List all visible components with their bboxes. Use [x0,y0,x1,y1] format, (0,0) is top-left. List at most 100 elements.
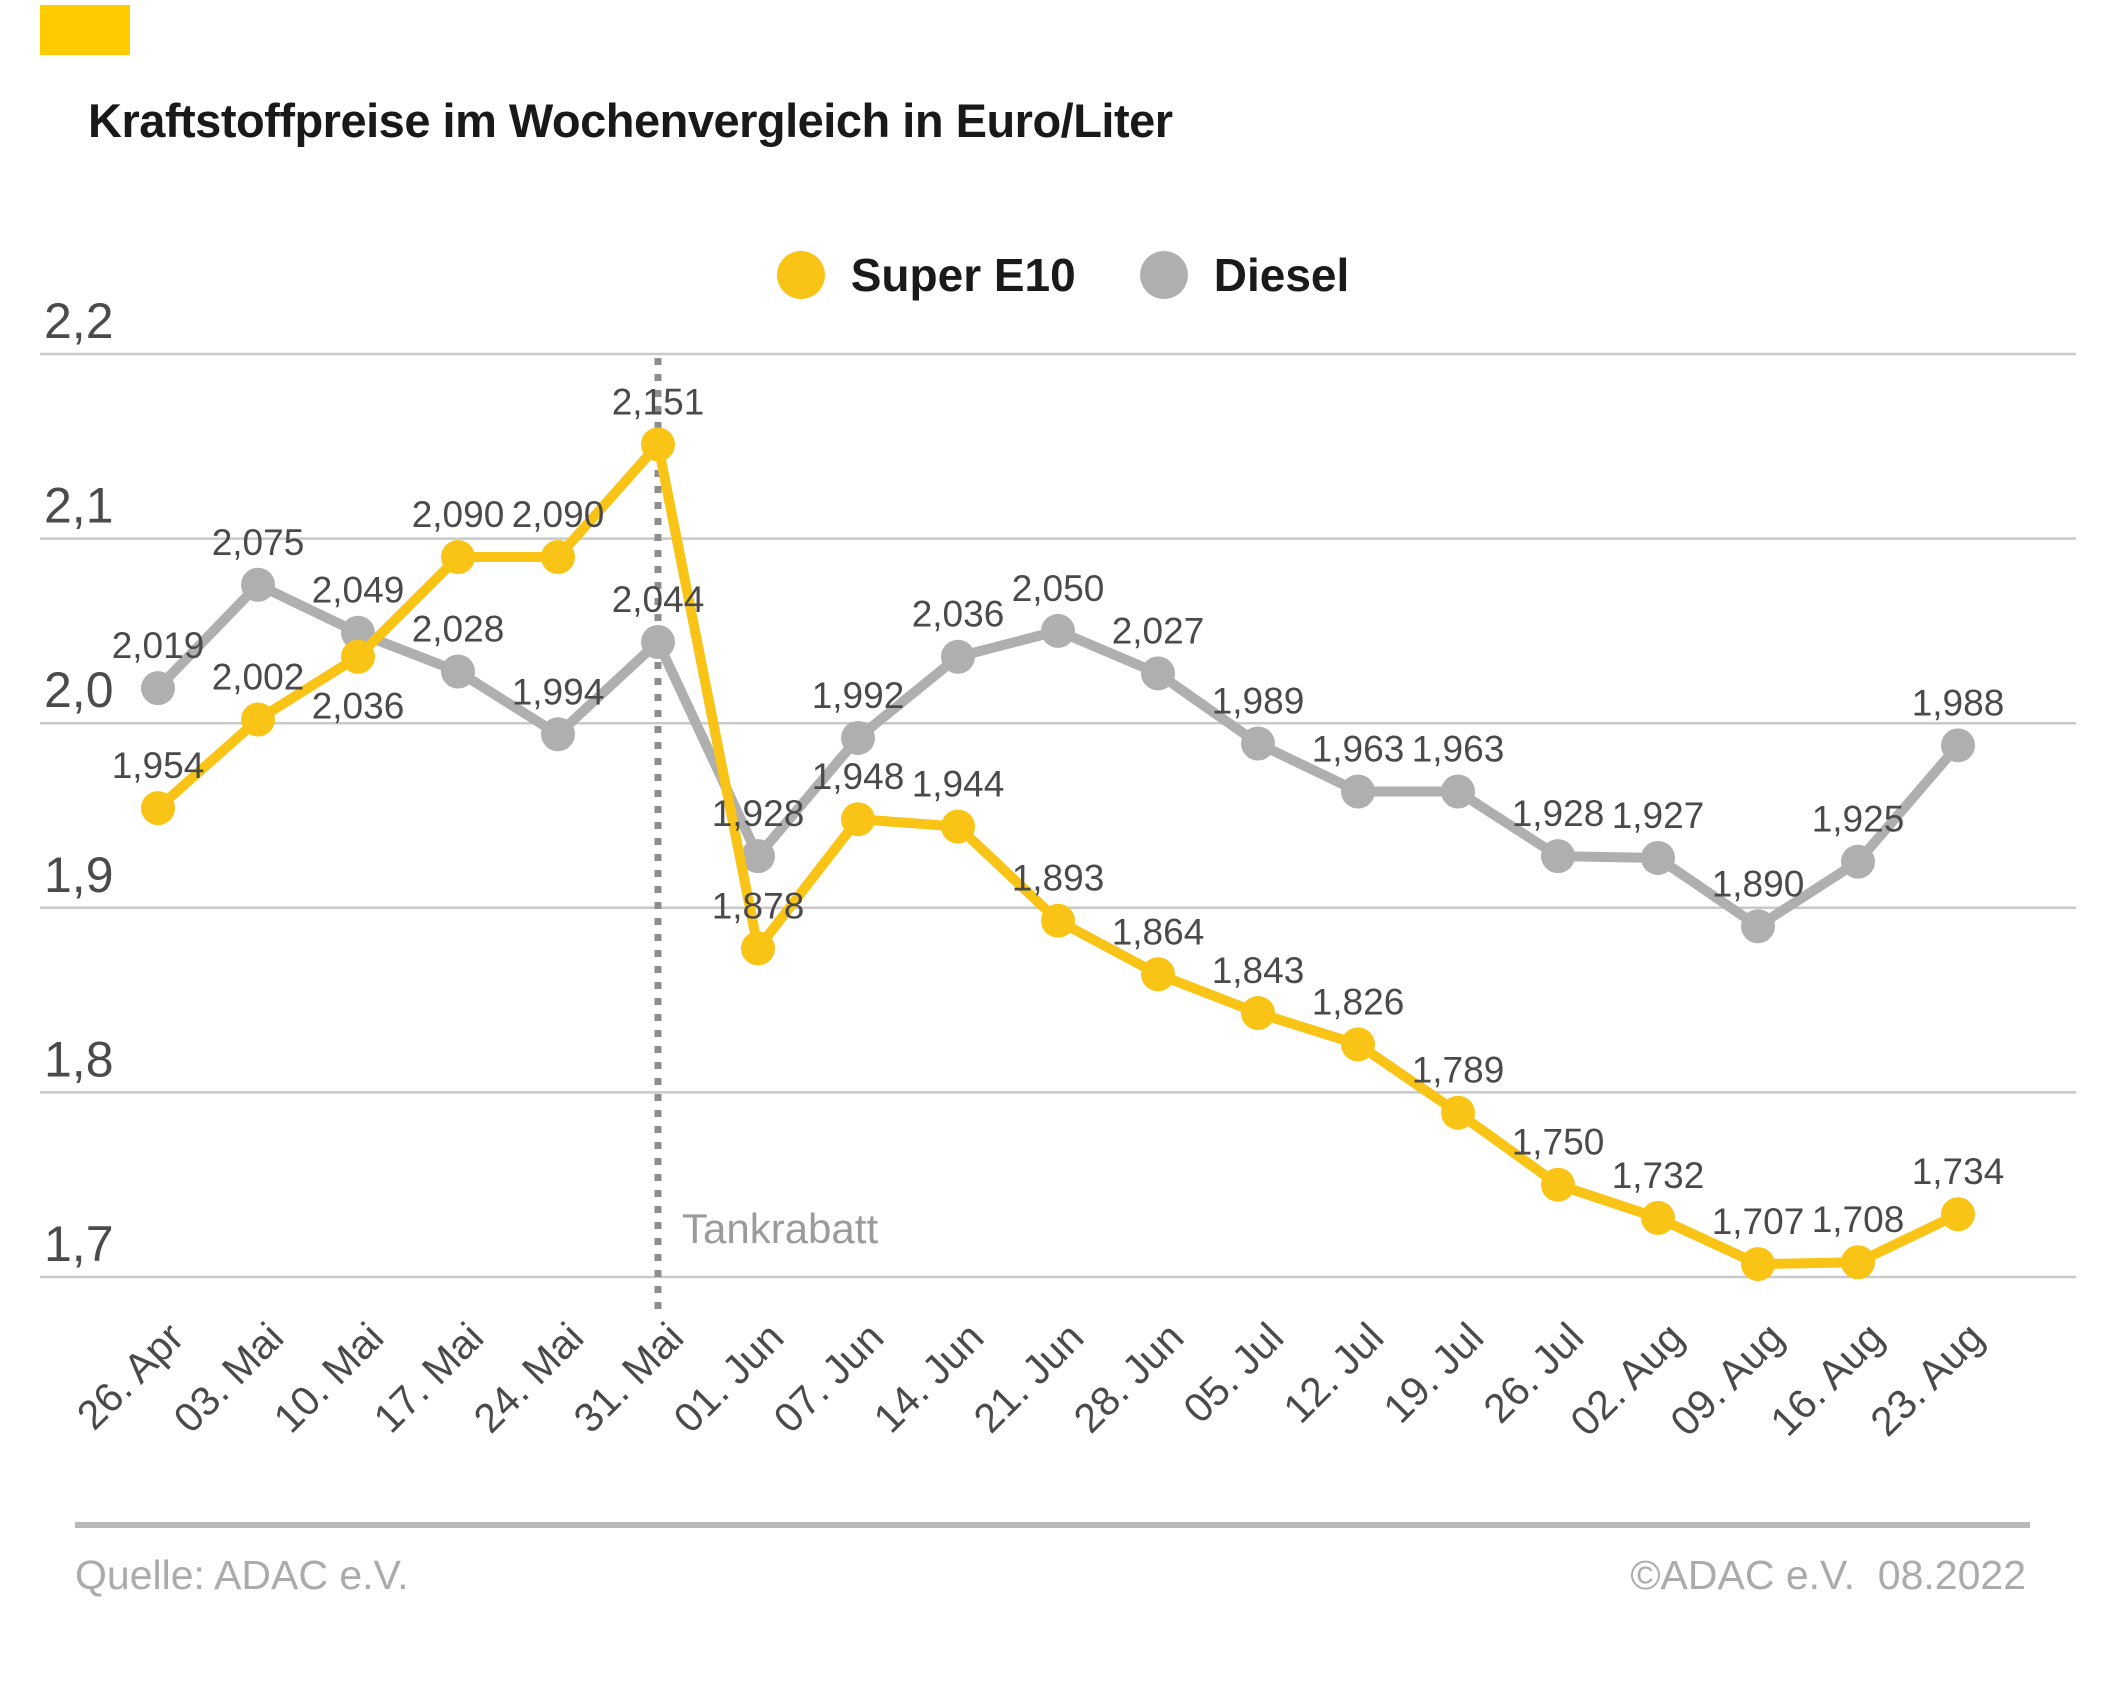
data-point-super-e10-26-jul [1541,1167,1575,1202]
data-point-super-e10-12-jul [1341,1027,1375,1062]
data-label-super-e10-26-jul: 1,750 [1512,1122,1605,1163]
y-axis-tick-label: 1,8 [44,1031,114,1087]
data-label-super-e10-02-aug: 1,732 [1612,1155,1705,1196]
data-label-super-e10-31-mai: 2,151 [612,381,705,422]
legend-label-super-e10: Super E10 [850,249,1076,301]
data-point-super-e10-05-jul [1241,996,1275,1031]
data-point-super-e10-23-aug [1941,1197,1975,1232]
data-label-super-e10-26-apr: 1,954 [112,745,205,786]
y-axis-tick-label: 1,7 [44,1216,114,1272]
data-point-super-e10-09-aug [1741,1247,1775,1282]
data-label-diesel-09-aug: 1,890 [1712,863,1805,904]
data-label-super-e10-03-mai: 2,002 [212,657,305,698]
data-label-super-e10-24-mai: 2,090 [512,494,605,535]
legend-item-diesel: Diesel [1139,248,1350,302]
data-point-super-e10-02-aug [1641,1200,1675,1235]
footer-divider [75,1522,2030,1528]
legend: Super E10 Diesel [0,248,2126,302]
data-label-super-e10-17-mai: 2,090 [412,494,505,535]
data-point-diesel-05-jul [1241,726,1275,761]
data-point-super-e10-17-mai [441,540,475,575]
x-axis-tick-label-28-jun: 28. Jun [1065,1314,1193,1442]
data-point-super-e10-31-mai [641,427,675,462]
adac-yellow-corner-mark [40,5,130,55]
data-point-super-e10-28-jun [1141,957,1175,992]
data-label-diesel-23-aug: 1,988 [1912,682,2005,723]
data-point-super-e10-21-jun [1041,903,1075,938]
data-label-diesel-05-jul: 1,989 [1212,681,1305,722]
data-point-diesel-26-apr [141,671,175,706]
x-axis-tick-label-07-jun: 07. Jun [765,1314,893,1442]
data-point-diesel-01-jun [741,839,775,874]
data-label-diesel-26-apr: 2,019 [112,625,205,666]
data-label-super-e10-01-jun: 1,878 [712,885,805,926]
data-point-diesel-14-jun [941,639,975,674]
data-point-diesel-19-jul [1441,774,1475,809]
data-point-diesel-24-mai [541,717,575,752]
data-label-super-e10-07-jun: 1,948 [812,756,905,797]
data-point-diesel-23-aug [1941,728,1975,763]
data-point-super-e10-24-mai [541,540,575,575]
x-axis-tick-label-21-jun: 21. Jun [965,1314,1093,1442]
x-axis-tick-label-14-jun: 14. Jun [865,1314,993,1442]
data-label-super-e10-19-jul: 1,789 [1412,1050,1505,1091]
x-axis-tick-label-05-jul: 05. Jul [1174,1314,1292,1432]
data-point-diesel-17-mai [441,654,475,689]
data-point-diesel-12-jul [1341,774,1375,809]
data-label-super-e10-09-aug: 1,707 [1712,1201,1805,1242]
x-axis-tick-label-23-aug: 23. Aug [1861,1314,1992,1445]
data-point-super-e10-10-mai [341,639,375,674]
data-label-diesel-02-aug: 1,927 [1612,795,1705,836]
data-label-super-e10-28-jun: 1,864 [1112,911,1205,952]
x-axis-tick-label-12-jul: 12. Jul [1274,1314,1392,1432]
data-point-super-e10-07-jun [841,802,875,837]
data-point-diesel-02-aug [1641,840,1675,875]
data-point-super-e10-16-aug [1841,1245,1875,1280]
x-axis-tick-label-09-aug: 09. Aug [1661,1314,1792,1445]
data-label-diesel-28-jun: 2,027 [1112,610,1205,651]
data-label-diesel-24-mai: 1,994 [512,671,605,712]
footer-copyright: ©ADAC e.V. 08.2022 [1630,1552,2026,1598]
x-axis-tick-label-24-mai: 24. Mai [465,1314,593,1442]
data-label-diesel-21-jun: 2,050 [1012,568,1105,609]
x-axis-tick-label-16-aug: 16. Aug [1761,1314,1892,1445]
data-point-diesel-16-aug [1841,844,1875,879]
data-label-super-e10-16-aug: 1,708 [1812,1199,1905,1240]
data-point-diesel-26-jul [1541,839,1575,874]
diesel-marker-icon [1139,251,1188,299]
data-label-diesel-17-mai: 2,028 [412,609,505,650]
footer-source: Quelle: ADAC e.V. [75,1552,409,1598]
data-point-super-e10-26-apr [141,791,175,826]
y-axis-tick-label: 2,2 [44,293,114,349]
data-label-super-e10-12-jul: 1,826 [1312,981,1405,1022]
data-point-diesel-21-jun [1041,613,1075,648]
x-axis-tick-label-26-apr: 26. Apr [68,1314,192,1438]
data-point-diesel-09-aug [1741,909,1775,944]
data-point-super-e10-03-mai [241,702,275,737]
data-point-diesel-31-mai [641,624,675,659]
data-label-diesel-31-mai: 2,044 [612,579,705,620]
data-label-super-e10-05-jul: 1,843 [1212,950,1305,991]
x-axis-tick-label-03-mai: 03. Mai [165,1314,293,1442]
data-label-super-e10-14-jun: 1,944 [912,764,1005,805]
legend-item-super-e10: Super E10 [776,248,1076,302]
data-label-diesel-19-jul: 1,963 [1412,729,1505,770]
data-label-diesel-03-mai: 2,075 [212,522,305,563]
data-point-super-e10-14-jun [941,809,975,844]
data-label-super-e10-23-aug: 1,734 [1912,1151,2005,1192]
data-label-super-e10-21-jun: 1,893 [1012,858,1105,899]
data-label-diesel-12-jul: 1,963 [1312,729,1405,770]
legend-label-diesel: Diesel [1213,249,1350,301]
y-axis-tick-label: 1,9 [44,847,114,903]
data-point-super-e10-01-jun [741,931,775,966]
x-axis-tick-label-01-jun: 01. Jun [665,1314,793,1442]
x-axis-tick-label-17-mai: 17. Mai [365,1314,493,1442]
y-axis-tick-label: 2,1 [44,478,114,534]
data-point-super-e10-19-jul [1441,1095,1475,1130]
x-axis-tick-label-10-mai: 10. Mai [265,1314,393,1442]
data-label-diesel-16-aug: 1,925 [1812,799,1905,840]
x-axis-tick-label-31-mai: 31. Mai [565,1314,693,1442]
x-axis-tick-label-02-aug: 02. Aug [1561,1314,1692,1445]
